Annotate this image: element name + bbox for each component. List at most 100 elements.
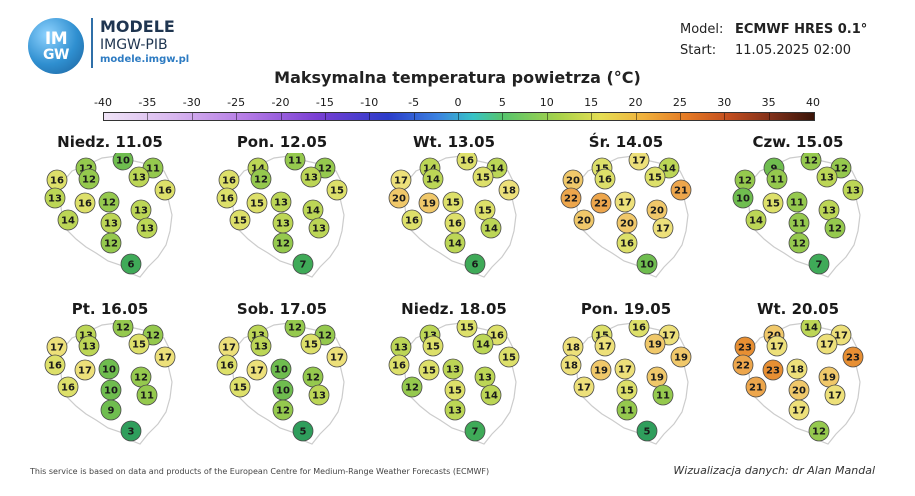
city-temperature: 13 bbox=[130, 199, 152, 221]
temperature-marker bbox=[112, 320, 134, 338]
temperature-marker bbox=[816, 166, 838, 188]
temperature-marker bbox=[800, 320, 822, 338]
city-temperature: 18 bbox=[562, 336, 584, 358]
city-temperature: 14 bbox=[57, 209, 79, 231]
temperature-value: 13 bbox=[846, 186, 860, 197]
temperature-value: 13 bbox=[104, 219, 118, 230]
temperature-value: 15 bbox=[233, 216, 247, 227]
temperature-marker bbox=[644, 166, 666, 188]
temperature-value: 17 bbox=[770, 342, 784, 353]
city-temperature: 17 bbox=[766, 335, 788, 357]
temperature-value: 19 bbox=[674, 353, 688, 364]
temperature-color-scale: -40 -35 -30 -25 -20 -15 -10 -5 0 5 10 15 20 25 30 35 40 bbox=[94, 96, 820, 126]
city-temperature: 17 bbox=[326, 346, 348, 368]
temperature-value: 14 bbox=[423, 164, 437, 175]
day-label: Wt. 20.05 bbox=[756, 300, 840, 318]
city-temperature: 20 bbox=[573, 209, 595, 231]
temperature-value: 15 bbox=[476, 173, 490, 184]
city-temperature: 16 bbox=[401, 209, 423, 231]
temperature-value: 12 bbox=[146, 331, 160, 342]
city-temperature: 6 bbox=[120, 253, 142, 275]
day-label: Śr. 14.05 bbox=[588, 133, 664, 151]
scale-tick-label: -25 bbox=[227, 96, 246, 109]
temperature-value: 11 bbox=[620, 406, 634, 417]
temperature-marker bbox=[766, 335, 788, 357]
temperature-value: 16 bbox=[48, 361, 62, 372]
temperature-marker bbox=[652, 217, 674, 239]
temperature-value: 14 bbox=[662, 164, 676, 175]
temperature-value: 13 bbox=[820, 173, 834, 184]
temperature-value: 12 bbox=[79, 164, 93, 175]
temperature-value: 7 bbox=[472, 427, 479, 438]
temperature-marker bbox=[464, 420, 486, 442]
temperature-value: 12 bbox=[82, 175, 96, 186]
city-temperature: 16 bbox=[444, 212, 466, 234]
temperature-marker bbox=[136, 217, 158, 239]
temperature-value: 19 bbox=[650, 373, 664, 384]
city-temperature: 17 bbox=[614, 358, 636, 380]
logo-text-bottom: GW bbox=[43, 46, 69, 63]
map-title: Maksymalna temperatura powietrza (°C) bbox=[274, 68, 641, 87]
city-temperature: 13 bbox=[128, 166, 150, 188]
city-temperature: 13 bbox=[444, 399, 466, 421]
temperature-value: 12 bbox=[306, 373, 320, 384]
logo-divider bbox=[91, 18, 93, 68]
temperature-value: 16 bbox=[78, 199, 92, 210]
temperature-marker bbox=[444, 399, 466, 421]
temperature-value: 19 bbox=[822, 373, 836, 384]
temperature-value: 11 bbox=[656, 391, 670, 402]
ecmwf-disclaimer: This service is based on data and produc… bbox=[30, 467, 490, 476]
temperature-marker bbox=[401, 376, 423, 398]
scale-tick-label: -15 bbox=[315, 96, 334, 109]
temperature-value: 12 bbox=[116, 323, 130, 334]
city-temperature: 19 bbox=[418, 192, 440, 214]
temperature-value: 12 bbox=[738, 176, 752, 187]
city-temperature: 15 bbox=[422, 335, 444, 357]
city-temperature: 10 bbox=[98, 358, 120, 380]
city-temperature: 17 bbox=[628, 153, 650, 171]
temperature-value: 19 bbox=[594, 366, 608, 377]
city-temperature: 17 bbox=[652, 217, 674, 239]
temperature-marker bbox=[326, 179, 348, 201]
city-temperature: 17 bbox=[614, 191, 636, 213]
temperature-value: 22 bbox=[736, 361, 750, 372]
temperature-marker bbox=[670, 179, 692, 201]
city-temperature: 12 bbox=[272, 232, 294, 254]
temperature-marker bbox=[842, 179, 864, 201]
city-temperature: 15 bbox=[456, 320, 478, 338]
temperature-marker bbox=[98, 358, 120, 380]
city-temperature: 17 bbox=[816, 333, 838, 355]
day-map: Czw. 15.05 9 12 12 12 11 13 13 10 15 11 13 14 11 12 12 7 bbox=[713, 133, 883, 298]
city-temperature: 11 bbox=[652, 384, 674, 406]
city-temperature: 15 bbox=[762, 192, 784, 214]
scale-tick-label: 30 bbox=[717, 96, 732, 109]
scale-tick-mark bbox=[147, 113, 149, 120]
temperature-value: 18 bbox=[790, 365, 804, 376]
city-temperature: 15 bbox=[442, 191, 464, 213]
temperature-marker bbox=[498, 179, 520, 201]
brand-name: MODELE bbox=[100, 17, 175, 36]
scale-tick-label: 20 bbox=[628, 96, 643, 109]
city-temperature: 12 bbox=[98, 191, 120, 213]
temperature-marker bbox=[100, 399, 122, 421]
temperature-value: 13 bbox=[254, 342, 268, 353]
city-temperature: 12 bbox=[100, 232, 122, 254]
temperature-marker bbox=[154, 179, 176, 201]
brand-url[interactable]: modele.imgw.pl bbox=[100, 54, 190, 65]
city-temperature: 13 bbox=[250, 335, 272, 357]
temperature-value: 12 bbox=[792, 239, 806, 250]
scale-tick-mark bbox=[280, 113, 282, 120]
imgw-logo[interactable]: IM GW bbox=[28, 18, 84, 74]
temperature-value: 13 bbox=[82, 342, 96, 353]
temperature-marker bbox=[800, 153, 822, 171]
temperature-marker bbox=[270, 191, 292, 213]
city-temperature: 11 bbox=[616, 399, 638, 421]
temperature-marker bbox=[766, 168, 788, 190]
city-temperature: 14 bbox=[302, 199, 324, 221]
temperature-marker bbox=[74, 359, 96, 381]
temperature-marker bbox=[154, 346, 176, 368]
temperature-marker bbox=[57, 376, 79, 398]
scale-tick-mark bbox=[591, 113, 593, 120]
